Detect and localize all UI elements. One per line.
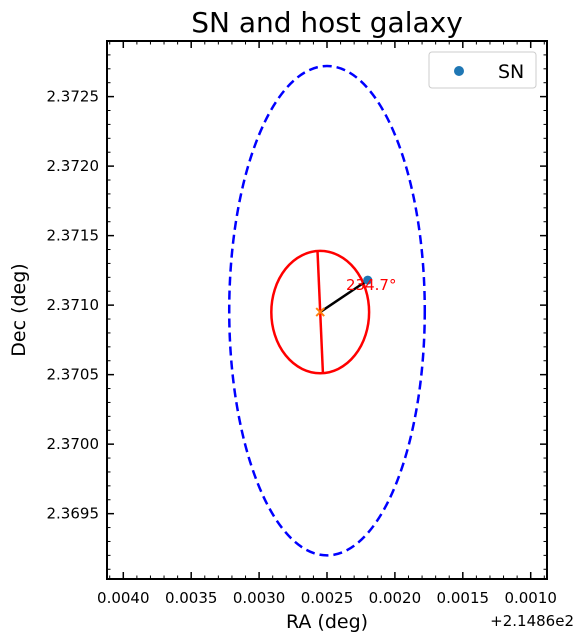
x-tick-label: 0.0035 (165, 589, 218, 607)
legend-label-sn: SN (498, 61, 524, 83)
y-tick-label: 2.3705 (47, 366, 100, 384)
legend: SN (428, 51, 537, 89)
y-tick-label: 2.3720 (47, 157, 100, 175)
y-axis-label: Dec (deg) (8, 263, 30, 356)
y-tick-label: 2.3700 (47, 435, 100, 453)
x-offset-label: +2.1486e2 (490, 612, 574, 630)
x-axis-label: RA (deg) (286, 611, 368, 633)
plot-frame (106, 40, 548, 580)
y-tick-label: 2.3715 (47, 227, 100, 245)
sn-host-connector (319, 279, 369, 314)
x-tick-label: 0.0025 (301, 589, 354, 607)
chart-title: SN and host galaxy (191, 6, 463, 39)
x-tick-label: 0.0015 (437, 589, 490, 607)
y-tick-label: 2.3710 (47, 296, 100, 314)
y-tick-label: 2.3725 (47, 88, 100, 106)
angle-annotation: 234.7° (346, 276, 396, 294)
axis-ticks: 0.0040 0.0035 0.0030 0.0025 0.0020 0.0015 0.00… (47, 40, 557, 607)
y-tick-label: 2.3695 (47, 505, 100, 523)
x-tick-label: 0.0030 (233, 589, 286, 607)
inner-galaxy-ellipse (270, 249, 371, 375)
host-center-marker (315, 307, 325, 317)
x-tick-label: 0.0040 (97, 589, 150, 607)
sn-point (363, 275, 373, 285)
legend-marker-sn (454, 66, 464, 76)
x-tick-label: 0.0010 (504, 589, 557, 607)
outer-galaxy-ellipse (227, 64, 427, 557)
legend-box (428, 51, 537, 89)
x-tick-label: 0.0020 (369, 589, 422, 607)
plot-area: 234.7° (227, 64, 427, 557)
